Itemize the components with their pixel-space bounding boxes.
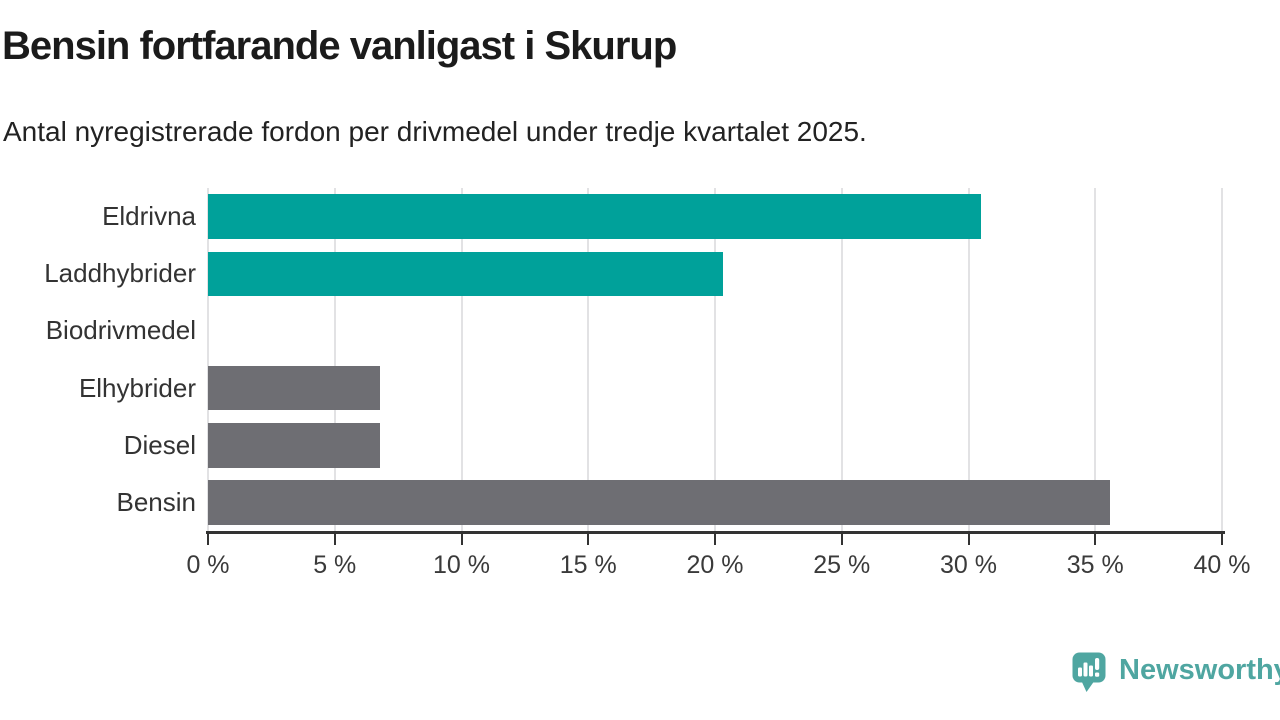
category-label-laddhybrider: Laddhybrider — [44, 258, 196, 289]
gridline-15 — [587, 188, 590, 531]
x-tick-label-0: 0 % — [186, 551, 230, 579]
bar-bensin — [208, 480, 1111, 525]
category-label-eldrivna: Eldrivna — [102, 201, 196, 232]
gridline-30 — [967, 188, 970, 531]
gridline-20 — [714, 188, 716, 531]
chart-subtitle: Antal nyregistrerade fordon per drivmede… — [3, 116, 867, 147]
x-tick-label-10: 10 % — [433, 551, 490, 579]
x-tick-label-20: 20 % — [686, 551, 744, 579]
newsworthy-logo-text: Newsworthy — [1119, 654, 1280, 686]
plot-area — [207, 188, 1223, 531]
x-tick-15 — [587, 534, 590, 545]
gridline-5 — [333, 188, 336, 531]
x-tick-label-25: 25 % — [813, 551, 871, 579]
bar-eldrivna — [208, 194, 982, 239]
x-axis-line — [206, 531, 1225, 534]
x-tick-30 — [967, 534, 970, 545]
gridline-0 — [207, 188, 209, 531]
chart-title: Bensin fortfarande vanligast i Skurup — [2, 24, 677, 68]
x-tick-0 — [207, 534, 209, 545]
category-label-elhybrider: Elhybrider — [78, 372, 196, 403]
x-tick-35 — [1094, 534, 1097, 545]
newsworthy-logo-icon — [1072, 652, 1106, 692]
gridline-40 — [1221, 188, 1223, 531]
x-tick-label-30: 30 % — [940, 551, 997, 579]
bar-diesel — [208, 423, 381, 468]
gridline-10 — [460, 188, 463, 531]
x-tick-label-15: 15 % — [559, 551, 617, 579]
bar-elhybrider — [208, 365, 381, 411]
newsworthy-logo: Newsworthy — [1072, 652, 1280, 693]
bar-laddhybrider — [208, 251, 723, 296]
gridline-25 — [840, 188, 843, 531]
bar-chart: Eldrivna Laddhybrider Biodrivmedel Elhybrid… — [0, 188, 1280, 588]
x-tick-label-35: 35 % — [1066, 551, 1124, 579]
category-label-bensin: Bensin — [116, 486, 197, 517]
x-tick-10 — [460, 534, 463, 545]
x-tick-25 — [840, 534, 843, 545]
x-tick-20 — [714, 534, 716, 545]
x-tick-label-40: 40 % — [1193, 551, 1251, 579]
x-tick-40 — [1221, 534, 1223, 545]
category-label-biodrivmedel: Biodrivmedel — [45, 315, 196, 346]
x-tick-label-5: 5 % — [313, 551, 357, 579]
category-label-diesel: Diesel — [123, 429, 196, 460]
gridline-35 — [1094, 188, 1097, 531]
x-tick-5 — [333, 534, 336, 545]
